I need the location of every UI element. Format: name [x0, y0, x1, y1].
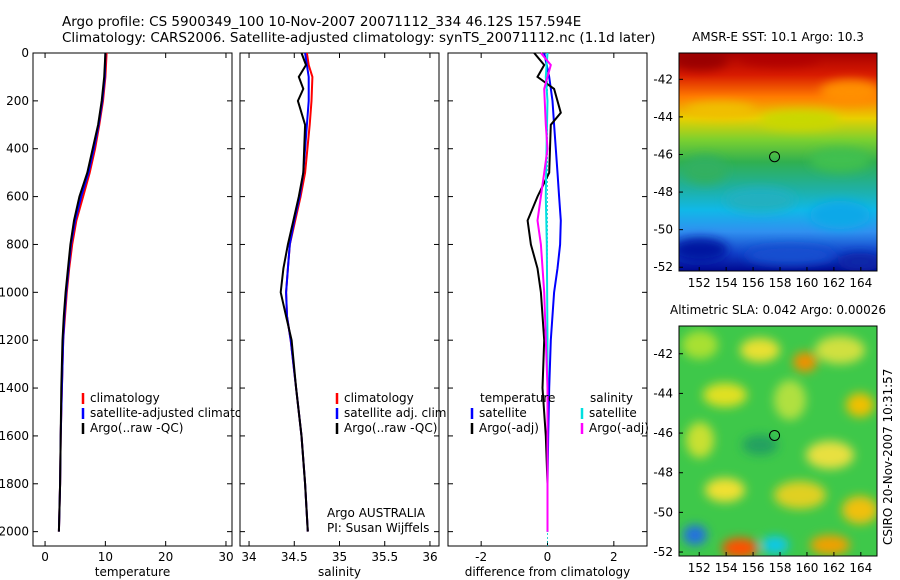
- map-x-tick-label: 164: [849, 276, 872, 290]
- float-location-marker: [769, 151, 781, 163]
- series-line: [57, 52, 107, 532]
- x-tick-label: 10: [98, 550, 113, 564]
- x-tick-label: 0: [41, 550, 49, 564]
- map-y-tick-label: -50: [653, 505, 673, 519]
- map-x-tick-label: 162: [822, 561, 845, 575]
- x-axis-label: temperature: [95, 565, 170, 579]
- map-y-tick-label: -42: [653, 72, 673, 86]
- y-tick-label: 1800: [0, 477, 29, 491]
- map-x-tick-label: 152: [688, 276, 711, 290]
- legend-label: salinity: [590, 391, 633, 405]
- map-x-tick-label: 158: [769, 561, 792, 575]
- legend-label: Argo(-adj): [479, 421, 539, 435]
- x-tick-label: 34: [241, 550, 256, 564]
- map-y-tick-label: -42: [653, 347, 673, 361]
- legend-label: Argo(..raw -QC): [90, 421, 183, 435]
- map-x-tick-label: 162: [822, 276, 845, 290]
- plot-frame: [239, 52, 440, 547]
- map-y-tick-label: -44: [653, 386, 673, 400]
- x-axis-label: difference from climatology: [465, 565, 631, 579]
- x-tick-label: 35.5: [371, 550, 398, 564]
- legend-label: climatology: [90, 391, 160, 405]
- legend-label: satellite-adjusted climatology: [90, 406, 268, 420]
- salinity-panel: 34 34.5 35 35.5 36 salinity climatologysatelli…: [239, 52, 450, 579]
- series-line: [536, 52, 552, 532]
- sla-map-panel: Altimetric SLA: 0.042 Argo: 0.00026 152 15…: [653, 303, 886, 575]
- temperature-panel: 0 10 20 30 0 200 400 600 800 1000 1200 1400 1600 1800…: [0, 46, 268, 579]
- series-line: [279, 52, 309, 532]
- y-tick-label: 1600: [0, 429, 29, 443]
- y-tick-label: 800: [6, 237, 29, 251]
- x-tick-label: 0: [544, 550, 552, 564]
- y-tick-label: 1000: [0, 285, 29, 299]
- map-y-tick-label: -44: [653, 110, 673, 124]
- y-tick-label: 200: [6, 94, 29, 108]
- series-line: [543, 52, 562, 532]
- map-y-tick-label: -52: [653, 260, 673, 274]
- side-credit: CSIRO 20-Nov-2007 10:31:57: [881, 369, 895, 545]
- sst-texture: [679, 53, 877, 271]
- y-tick-label: 1200: [0, 333, 29, 347]
- x-tick-label: 34.5: [281, 550, 308, 564]
- map-x-tick-label: 164: [849, 561, 872, 575]
- map-x-tick-label: 158: [769, 276, 792, 290]
- map-x-tick-label: 152: [688, 561, 711, 575]
- sla-texture: [682, 331, 877, 556]
- sst-map-panel: AMSR-E SST: 10.1 Argo: 10.3 152 154 156 158 1…: [653, 30, 878, 290]
- map-x-tick-label: 160: [796, 561, 819, 575]
- map-y-tick-label: -48: [653, 185, 673, 199]
- map-x-tick-label: 156: [742, 276, 765, 290]
- x-tick-label: 2: [610, 550, 618, 564]
- map-x-tick-label: 160: [796, 276, 819, 290]
- x-axis-label: salinity: [318, 565, 361, 579]
- x-tick-label: 20: [158, 550, 173, 564]
- x-tick-label: 30: [218, 550, 233, 564]
- map-y-tick-label: -46: [653, 426, 673, 440]
- map-y-tick-label: -46: [653, 147, 673, 161]
- legend-label: satellite adj. clim.: [344, 406, 450, 420]
- map-y-tick-label: -48: [653, 466, 673, 480]
- legend-label: Argo(-adj): [589, 421, 649, 435]
- float-location-marker: [769, 429, 781, 441]
- legend-label: Argo(..raw -QC): [344, 421, 437, 435]
- y-tick-label: 400: [6, 142, 29, 156]
- map-title: Altimetric SLA: 0.042 Argo: 0.00026: [670, 303, 886, 317]
- map-x-tick-label: 154: [715, 276, 738, 290]
- legend-label: climatology: [344, 391, 414, 405]
- y-tick-label: 2000: [0, 525, 29, 539]
- legend-label: temperature: [480, 391, 555, 405]
- annotation-text: Argo AUSTRALIA: [327, 506, 426, 520]
- x-tick-label: 36: [422, 550, 437, 564]
- figure-title-line1: Argo profile: CS 5900349_100 10-Nov-2007…: [62, 14, 581, 30]
- map-x-tick-label: 154: [715, 561, 738, 575]
- map-y-tick-label: -52: [653, 545, 673, 559]
- legend-label: satellite: [479, 406, 527, 420]
- map-x-tick-label: 156: [742, 561, 765, 575]
- figure-title-line2: Climatology: CARS2006. Satellite-adjuste…: [62, 30, 655, 46]
- sla-map-frame: [678, 325, 878, 557]
- plot-frame: [32, 52, 233, 547]
- annotation-text: PI: Susan Wijffels: [327, 521, 429, 535]
- map-title: AMSR-E SST: 10.1 Argo: 10.3: [692, 30, 864, 44]
- map-y-tick-label: -50: [653, 223, 673, 237]
- legend-label: satellite: [589, 406, 637, 420]
- x-tick-label: -2: [475, 550, 487, 564]
- x-tick-label: 35: [332, 550, 347, 564]
- y-tick-label: 0: [21, 46, 29, 60]
- y-tick-label: 600: [6, 190, 29, 204]
- y-tick-label: 1400: [0, 381, 29, 395]
- sst-map-frame: [678, 52, 878, 272]
- series-line: [526, 52, 562, 532]
